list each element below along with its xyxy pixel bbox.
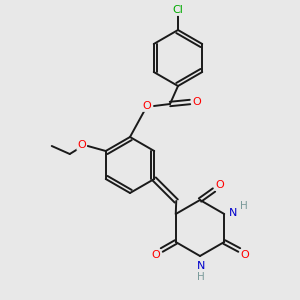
Text: O: O: [216, 180, 224, 190]
Text: N: N: [229, 208, 237, 218]
Text: O: O: [193, 97, 201, 107]
Text: O: O: [142, 101, 152, 111]
Text: H: H: [197, 272, 205, 282]
Text: O: O: [241, 250, 250, 260]
Text: Cl: Cl: [172, 5, 183, 15]
Text: O: O: [152, 250, 160, 260]
Text: N: N: [197, 261, 205, 271]
Text: H: H: [240, 201, 248, 211]
Text: O: O: [77, 140, 86, 150]
